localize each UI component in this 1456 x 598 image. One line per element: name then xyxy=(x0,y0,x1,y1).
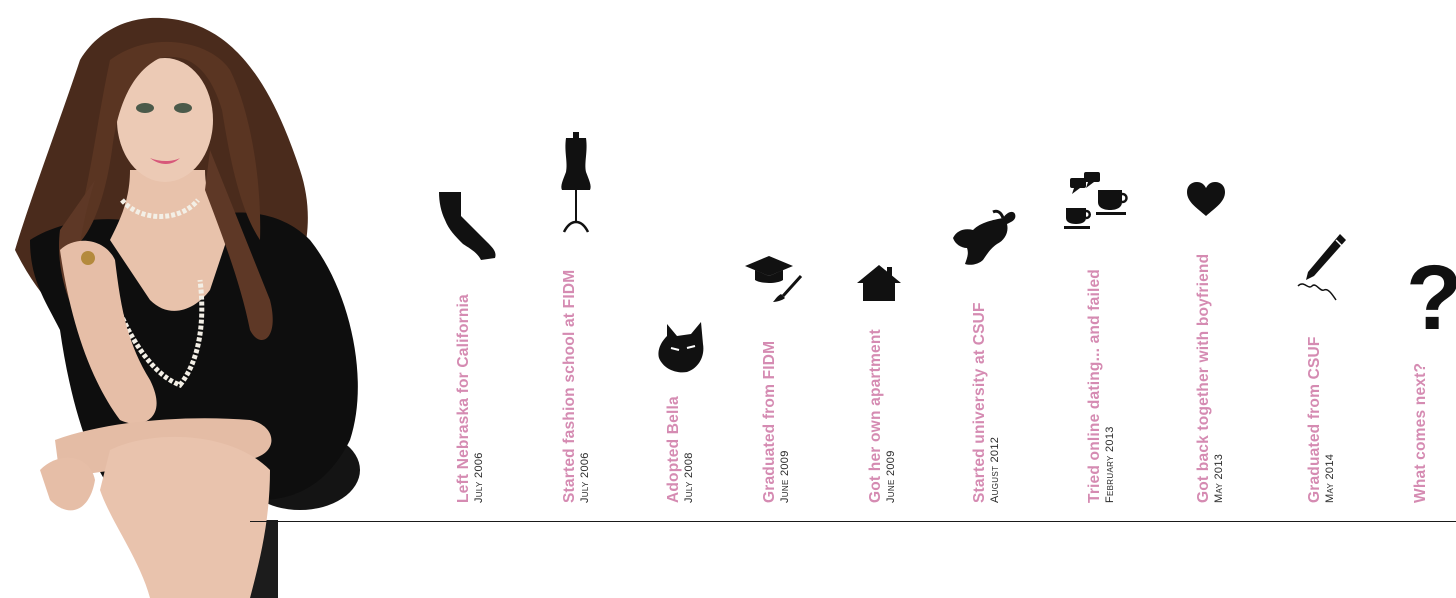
portrait-photo xyxy=(15,17,360,598)
california-state-icon xyxy=(437,190,499,262)
milestone-date: July 2006 xyxy=(473,452,485,503)
milestone-date: July 2008 xyxy=(683,452,695,503)
milestone-date: May 2013 xyxy=(1213,453,1225,503)
milestone-title: Started university at CSUF xyxy=(971,302,988,503)
milestone-title: Adopted Bella xyxy=(665,396,682,503)
chat-coffee-icon xyxy=(1064,172,1132,230)
heart-icon xyxy=(1187,182,1225,216)
milestone-title: What comes next? xyxy=(1412,362,1429,503)
milestone-title: Graduated from CSUF xyxy=(1306,336,1323,503)
milestone-date: June 2009 xyxy=(779,450,791,503)
milestone-date: February 2013 xyxy=(1104,426,1116,503)
milestone-date: August 2012 xyxy=(989,436,1001,503)
milestone-title: Got her own apartment xyxy=(867,329,884,503)
timeline-baseline xyxy=(250,521,1456,522)
milestone-date: July 2006 xyxy=(579,452,591,503)
question-mark-icon: ? xyxy=(1406,252,1456,344)
house-icon xyxy=(857,265,901,301)
milestone-title: Got back together with boyfriend xyxy=(1195,253,1212,503)
cat-icon xyxy=(657,322,705,374)
pen-signature-icon xyxy=(1294,234,1348,302)
milestone-date: May 2014 xyxy=(1324,453,1336,503)
milestone-title: Left Nebraska for California xyxy=(455,294,472,503)
graduation-cap-brush-icon xyxy=(745,254,803,304)
dress-form-icon xyxy=(560,132,592,234)
milestone-title: Graduated from FIDM xyxy=(761,340,778,503)
milestone-title: Tried online dating... and failed xyxy=(1086,269,1103,503)
milestone-title: Started fashion school at FIDM xyxy=(561,269,578,503)
elephant-icon xyxy=(951,208,1017,266)
milestone-date: June 2009 xyxy=(885,450,897,503)
